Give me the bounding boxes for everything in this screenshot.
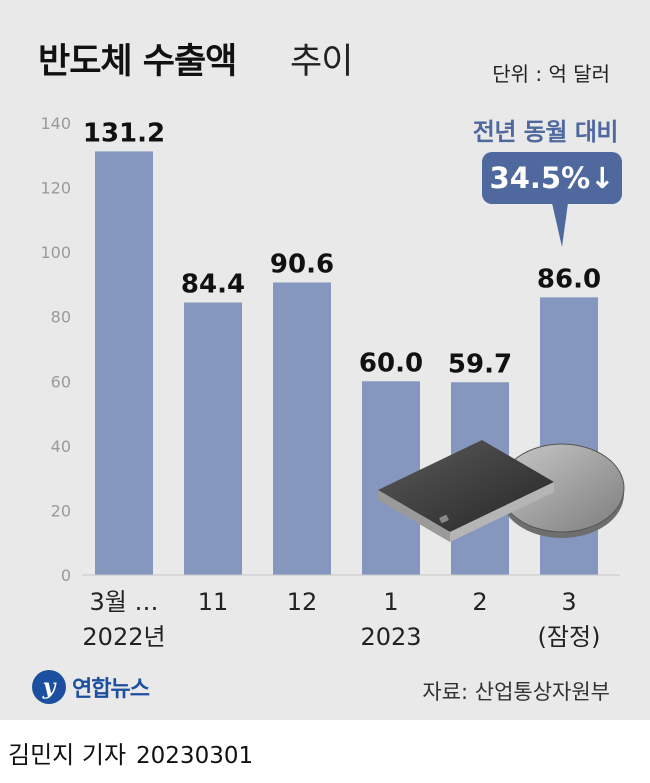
yonhap-logo-icon: y: [32, 670, 66, 704]
callout-title: 전년 동월 대비: [472, 118, 619, 146]
y-tick-label: 120: [40, 179, 71, 198]
x-tick-sublabel: 2022년: [82, 623, 165, 651]
byline: 김민지 기자 20230301: [8, 735, 253, 770]
bar-value-label: 59.7: [448, 349, 512, 379]
x-tick-label: 3: [561, 588, 576, 616]
bar-value-label: 84.4: [181, 270, 245, 300]
x-tick-label: 3월 …: [90, 588, 159, 616]
y-tick-label: 40: [51, 437, 71, 456]
y-tick-label: 80: [51, 308, 71, 327]
bar-value-label: 131.2: [83, 118, 165, 148]
bar-1: [184, 302, 242, 575]
source-note: 자료: 산업통상자원부: [422, 680, 610, 704]
yonhap-logo: y 연합뉴스: [32, 670, 150, 704]
reporter-name: 김민지 기자: [8, 741, 127, 769]
x-tick-label: 11: [198, 588, 229, 616]
y-tick-label: 100: [40, 243, 71, 262]
callout-pointer: [552, 203, 568, 247]
bar-0: [95, 151, 153, 575]
bar-2: [273, 282, 331, 575]
bar-value-label: 86.0: [537, 264, 601, 294]
x-tick-sublabel: (잠정): [538, 623, 601, 651]
unit-label: 단위 : 억 달러: [492, 62, 610, 86]
yonhap-logo-text: 연합뉴스: [72, 677, 150, 702]
semiconductor-chip-illustration: [378, 440, 625, 542]
bar-chart: 0 20 40 60 80 100 120 140 131.2 3월 … 2022년 84.4 11 90…: [40, 114, 620, 651]
x-tick-label: 1: [383, 588, 398, 616]
y-tick-label: 140: [40, 114, 71, 133]
publish-date: 20230301: [136, 743, 254, 769]
infographic-card: 반도체 수출액 추이 단위 : 억 달러 0 20 40 60 80 100 120 140 1…: [0, 0, 650, 720]
chart-title-suffix: 추이: [290, 42, 353, 82]
x-tick-label: 12: [287, 588, 318, 616]
callout-badge: 34.5%↓: [482, 152, 622, 204]
bar-value-label: 90.6: [270, 249, 334, 279]
y-tick-label: 0: [61, 566, 71, 585]
chart-title: 반도체 수출액: [38, 42, 237, 82]
y-tick-label: 60: [51, 372, 71, 391]
y-tick-label: 20: [51, 501, 71, 520]
x-tick-sublabel: 2023: [360, 623, 421, 651]
bar-value-label: 60.0: [359, 348, 423, 378]
x-tick-label: 2: [472, 588, 487, 616]
